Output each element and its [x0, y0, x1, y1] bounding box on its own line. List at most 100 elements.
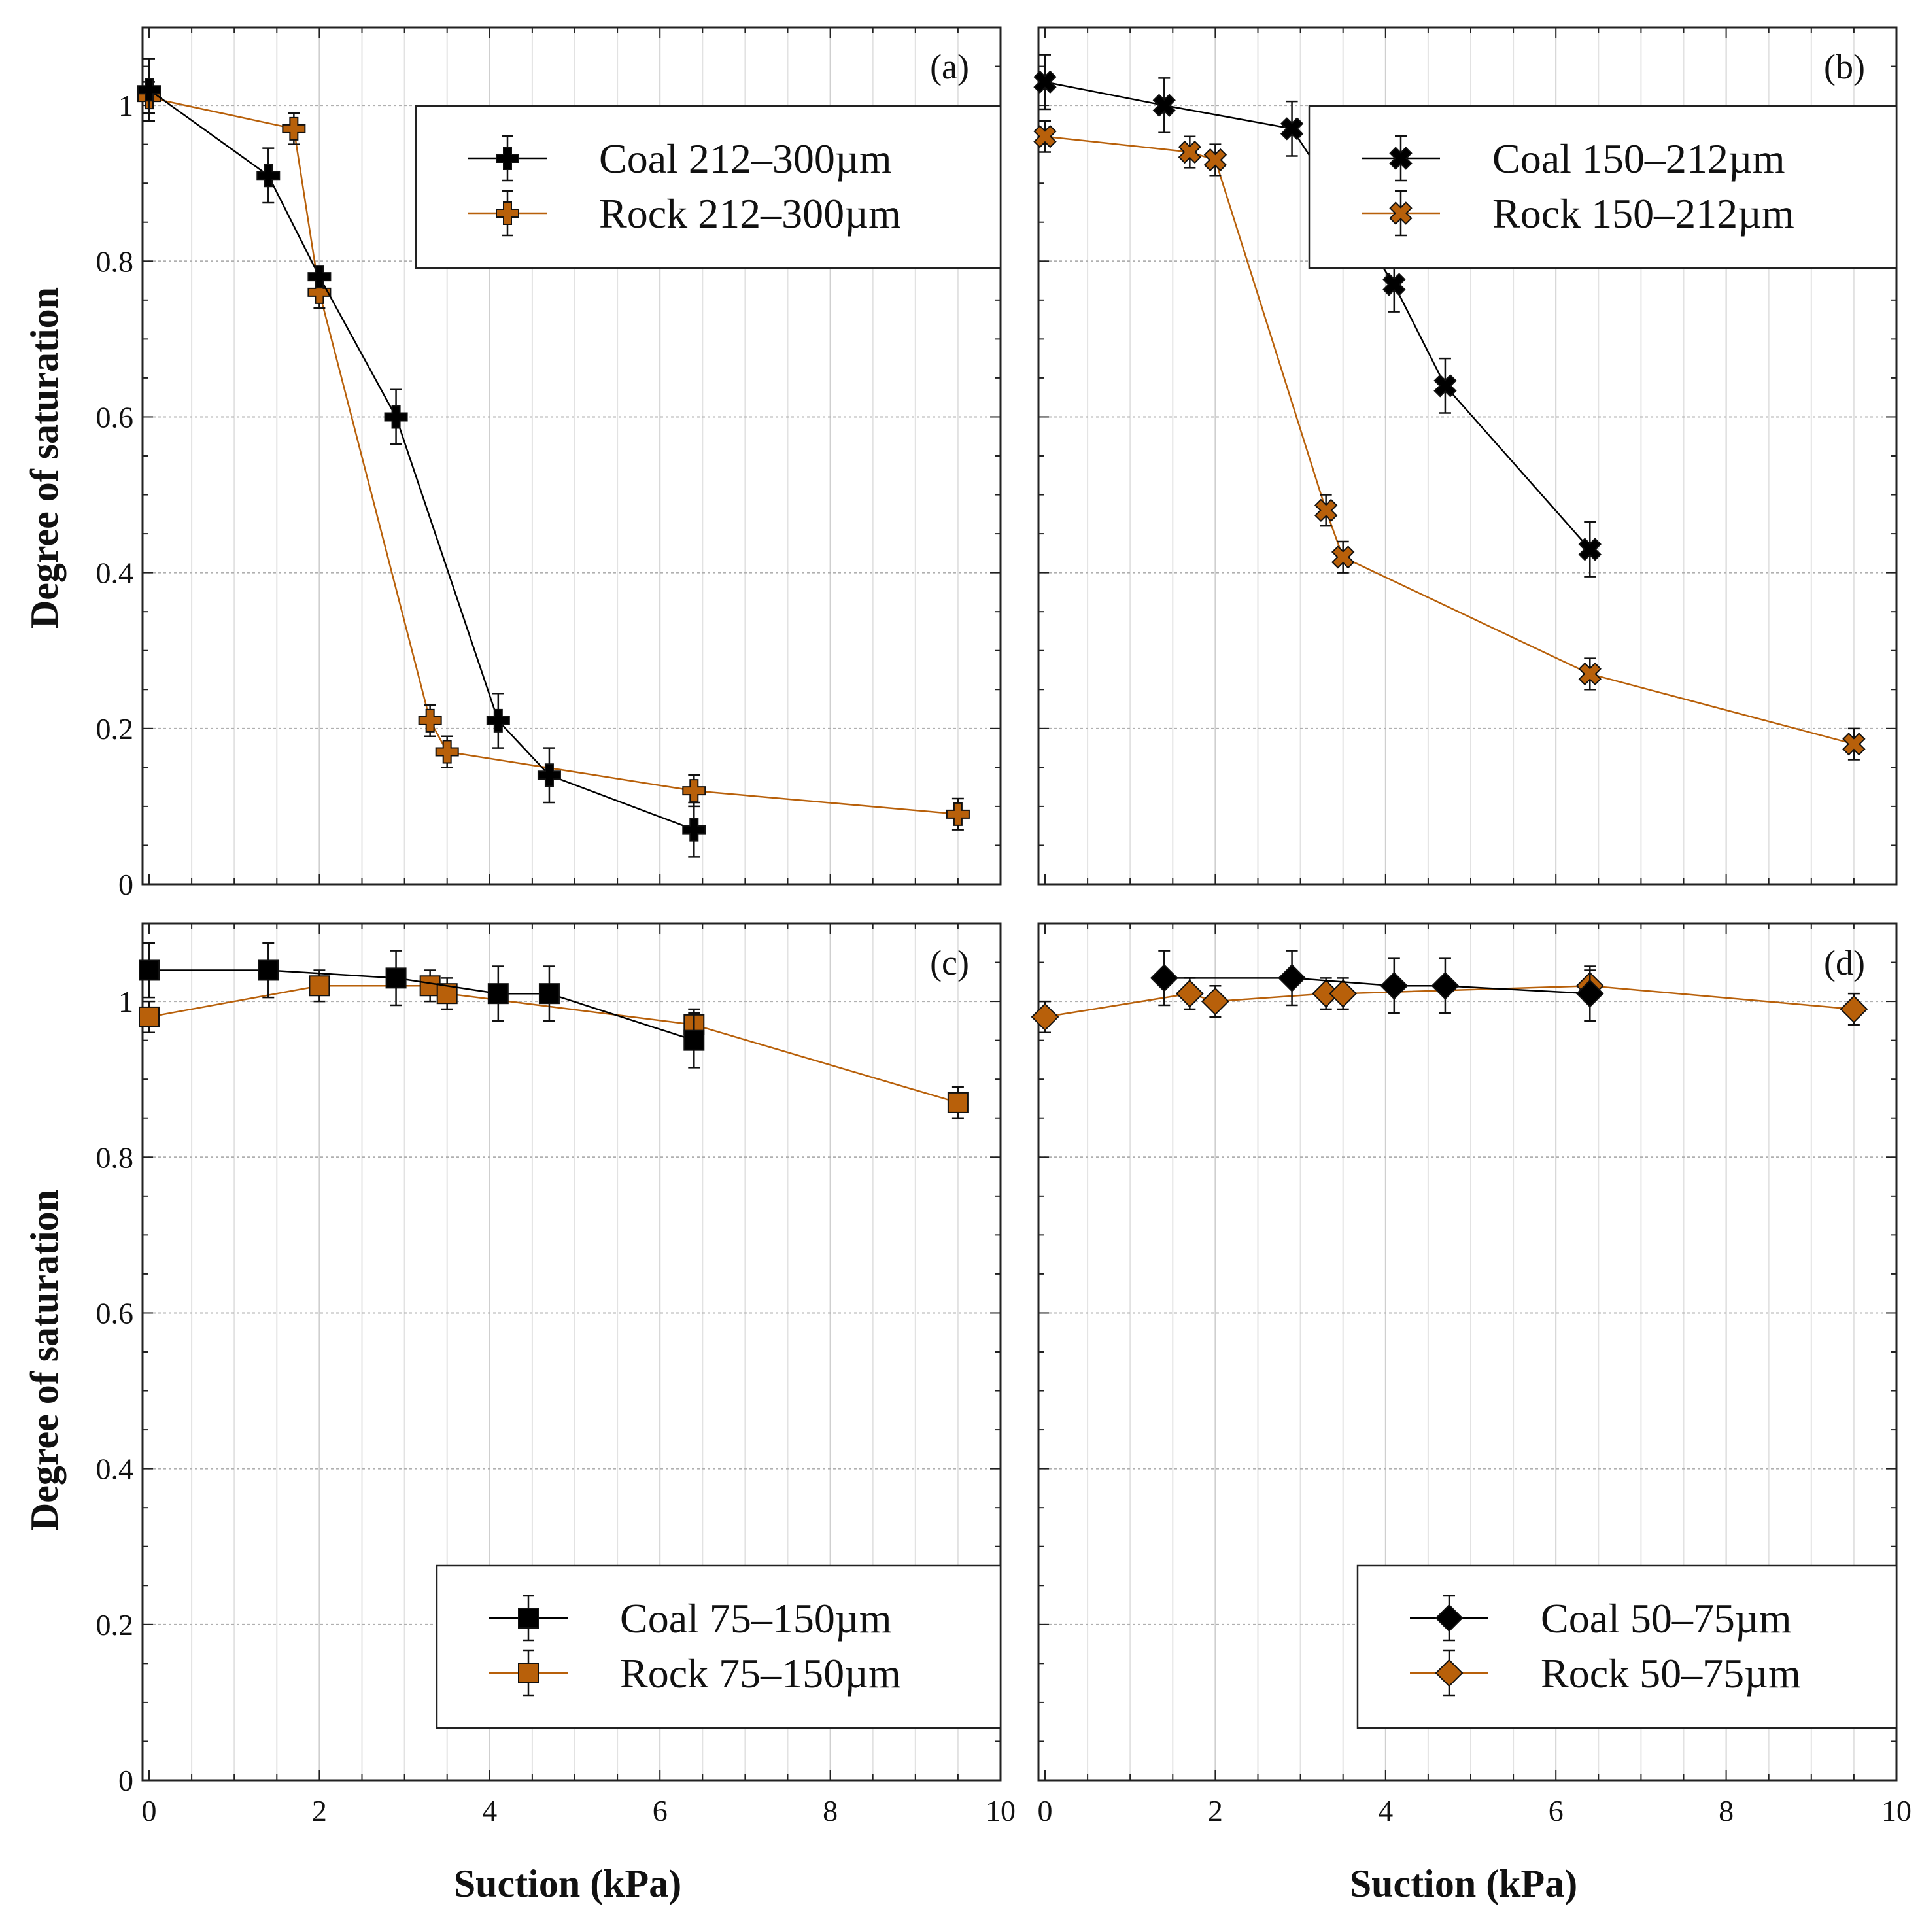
legend-box: [1356, 1564, 1898, 1729]
x-tick-label: 10: [1881, 1794, 1911, 1827]
y-tick-label: 1: [118, 89, 133, 122]
data-point: [537, 763, 561, 787]
legend-marker: [496, 201, 519, 225]
data-point: [435, 740, 459, 764]
series-line: [149, 969, 694, 1041]
data-point: [418, 708, 442, 733]
x-tick-label: 0: [142, 1794, 157, 1827]
y-axis-title-bottom: Degree of saturation: [23, 1190, 66, 1531]
y-tick-label: 0.4: [96, 1453, 134, 1486]
chart-panel-2: (b) Coal 150–212µm Rock 150–212µm: [1033, 26, 1898, 886]
series-rock: [1033, 120, 1866, 761]
data-point: [1152, 94, 1176, 117]
data-point: [419, 975, 441, 997]
x-tick-label: 0: [1038, 1794, 1053, 1827]
series-line: [1164, 977, 1590, 995]
legend-label: Rock 75–150µm: [620, 1650, 901, 1697]
legend: Coal 150–212µm Rock 150–212µm: [1308, 105, 1898, 269]
data-point: [384, 405, 408, 429]
y-tick-label: 0.2: [96, 712, 134, 746]
data-point: [1433, 374, 1457, 398]
data-point: [1201, 987, 1229, 1016]
chart-panel-4: 0 2 4 6 8 10 (d) Coal 50–75µm Rock 50–75µm: [1031, 922, 1911, 1827]
series-coal: [139, 942, 705, 1069]
data-point: [1329, 979, 1358, 1008]
y-tick-label: 0.8: [96, 1141, 134, 1174]
x-tick-label: 2: [312, 1794, 327, 1827]
data-point: [385, 967, 407, 989]
legend: Coal 75–150µm Rock 75–150µm: [436, 1564, 1002, 1729]
data-point: [1033, 125, 1057, 148]
legend-marker: [496, 147, 519, 170]
data-point: [1575, 979, 1604, 1008]
legend-marker: [518, 1608, 539, 1629]
x-tick-label: 2: [1208, 1794, 1223, 1827]
panel-label: (d): [1824, 943, 1865, 982]
data-point: [1150, 963, 1178, 992]
data-point: [946, 802, 970, 826]
legend-box: [415, 105, 1002, 269]
data-point: [1175, 979, 1204, 1008]
data-point: [1203, 148, 1227, 172]
y-tick-label: 0.4: [96, 557, 134, 590]
legend-label: Coal 50–75µm: [1541, 1595, 1792, 1642]
x-axis-title-right: Suction (kPa): [1350, 1862, 1577, 1905]
data-point: [683, 1029, 705, 1051]
data-point: [1578, 662, 1602, 686]
legend-marker: [1435, 1604, 1464, 1632]
chart-panel-3: 00.20.40.60.810 2 4 6 8 10(c)Coal 75–150µmRoc…: [96, 922, 1016, 1827]
data-point: [1033, 70, 1057, 94]
data-point: [258, 959, 279, 981]
data-point: [1178, 140, 1202, 164]
data-point: [139, 1006, 160, 1027]
data-point: [1578, 538, 1602, 561]
legend-label: Rock 212–300µm: [599, 190, 901, 237]
y-tick-label: 0.6: [96, 400, 134, 434]
legend: Coal 212–300µm Rock 212–300µm: [415, 105, 1002, 269]
legend-label: Rock 150–212µm: [1492, 190, 1794, 237]
legend: Coal 50–75µm Rock 50–75µm: [1356, 1564, 1898, 1729]
data-point: [1431, 971, 1460, 1000]
series-coal: [137, 58, 706, 858]
x-tick-label: 4: [482, 1794, 497, 1827]
legend-marker: [1389, 201, 1413, 225]
data-point: [1280, 117, 1304, 141]
panel-label: (b): [1824, 47, 1865, 86]
legend-marker: [1435, 1659, 1464, 1687]
data-point: [309, 975, 330, 997]
panel-label: (c): [930, 943, 969, 982]
data-point: [307, 265, 332, 289]
chart-panel-1: 0 0.2 0.4 0.6 0.8 1 (a) Coal 212–300µm Rock 212–…: [96, 26, 1002, 901]
y-tick-label: 0: [118, 868, 133, 901]
data-point: [137, 78, 161, 102]
data-point: [486, 708, 510, 733]
panel-label: (a): [930, 47, 969, 86]
data-point: [487, 983, 509, 1005]
x-tick-label: 8: [823, 1794, 838, 1827]
x-tick-label: 4: [1378, 1794, 1393, 1827]
series-coal: [1150, 950, 1604, 1022]
legend-label: Coal 75–150µm: [620, 1595, 892, 1642]
y-tick-label: 0: [118, 1764, 133, 1797]
y-tick-label: 0.6: [96, 1296, 134, 1330]
legend-marker: [1389, 147, 1413, 170]
y-tick-label: 0.2: [96, 1608, 134, 1642]
data-point: [682, 818, 706, 842]
legend-box: [1308, 105, 1898, 269]
legend-box: [436, 1564, 1002, 1729]
data-point: [538, 983, 560, 1005]
data-point: [139, 959, 160, 981]
data-point: [947, 1092, 969, 1113]
data-point: [1331, 545, 1355, 569]
data-point: [282, 116, 306, 141]
data-point: [256, 164, 281, 188]
data-point: [1314, 498, 1338, 523]
x-tick-label: 8: [1719, 1794, 1734, 1827]
x-tick-label: 6: [653, 1794, 668, 1827]
legend-label: Coal 150–212µm: [1492, 135, 1785, 182]
x-tick-label: 10: [986, 1794, 1016, 1827]
legend-marker: [518, 1663, 539, 1683]
y-tick-label: 1: [118, 985, 133, 1018]
legend-label: Coal 212–300µm: [599, 135, 892, 182]
